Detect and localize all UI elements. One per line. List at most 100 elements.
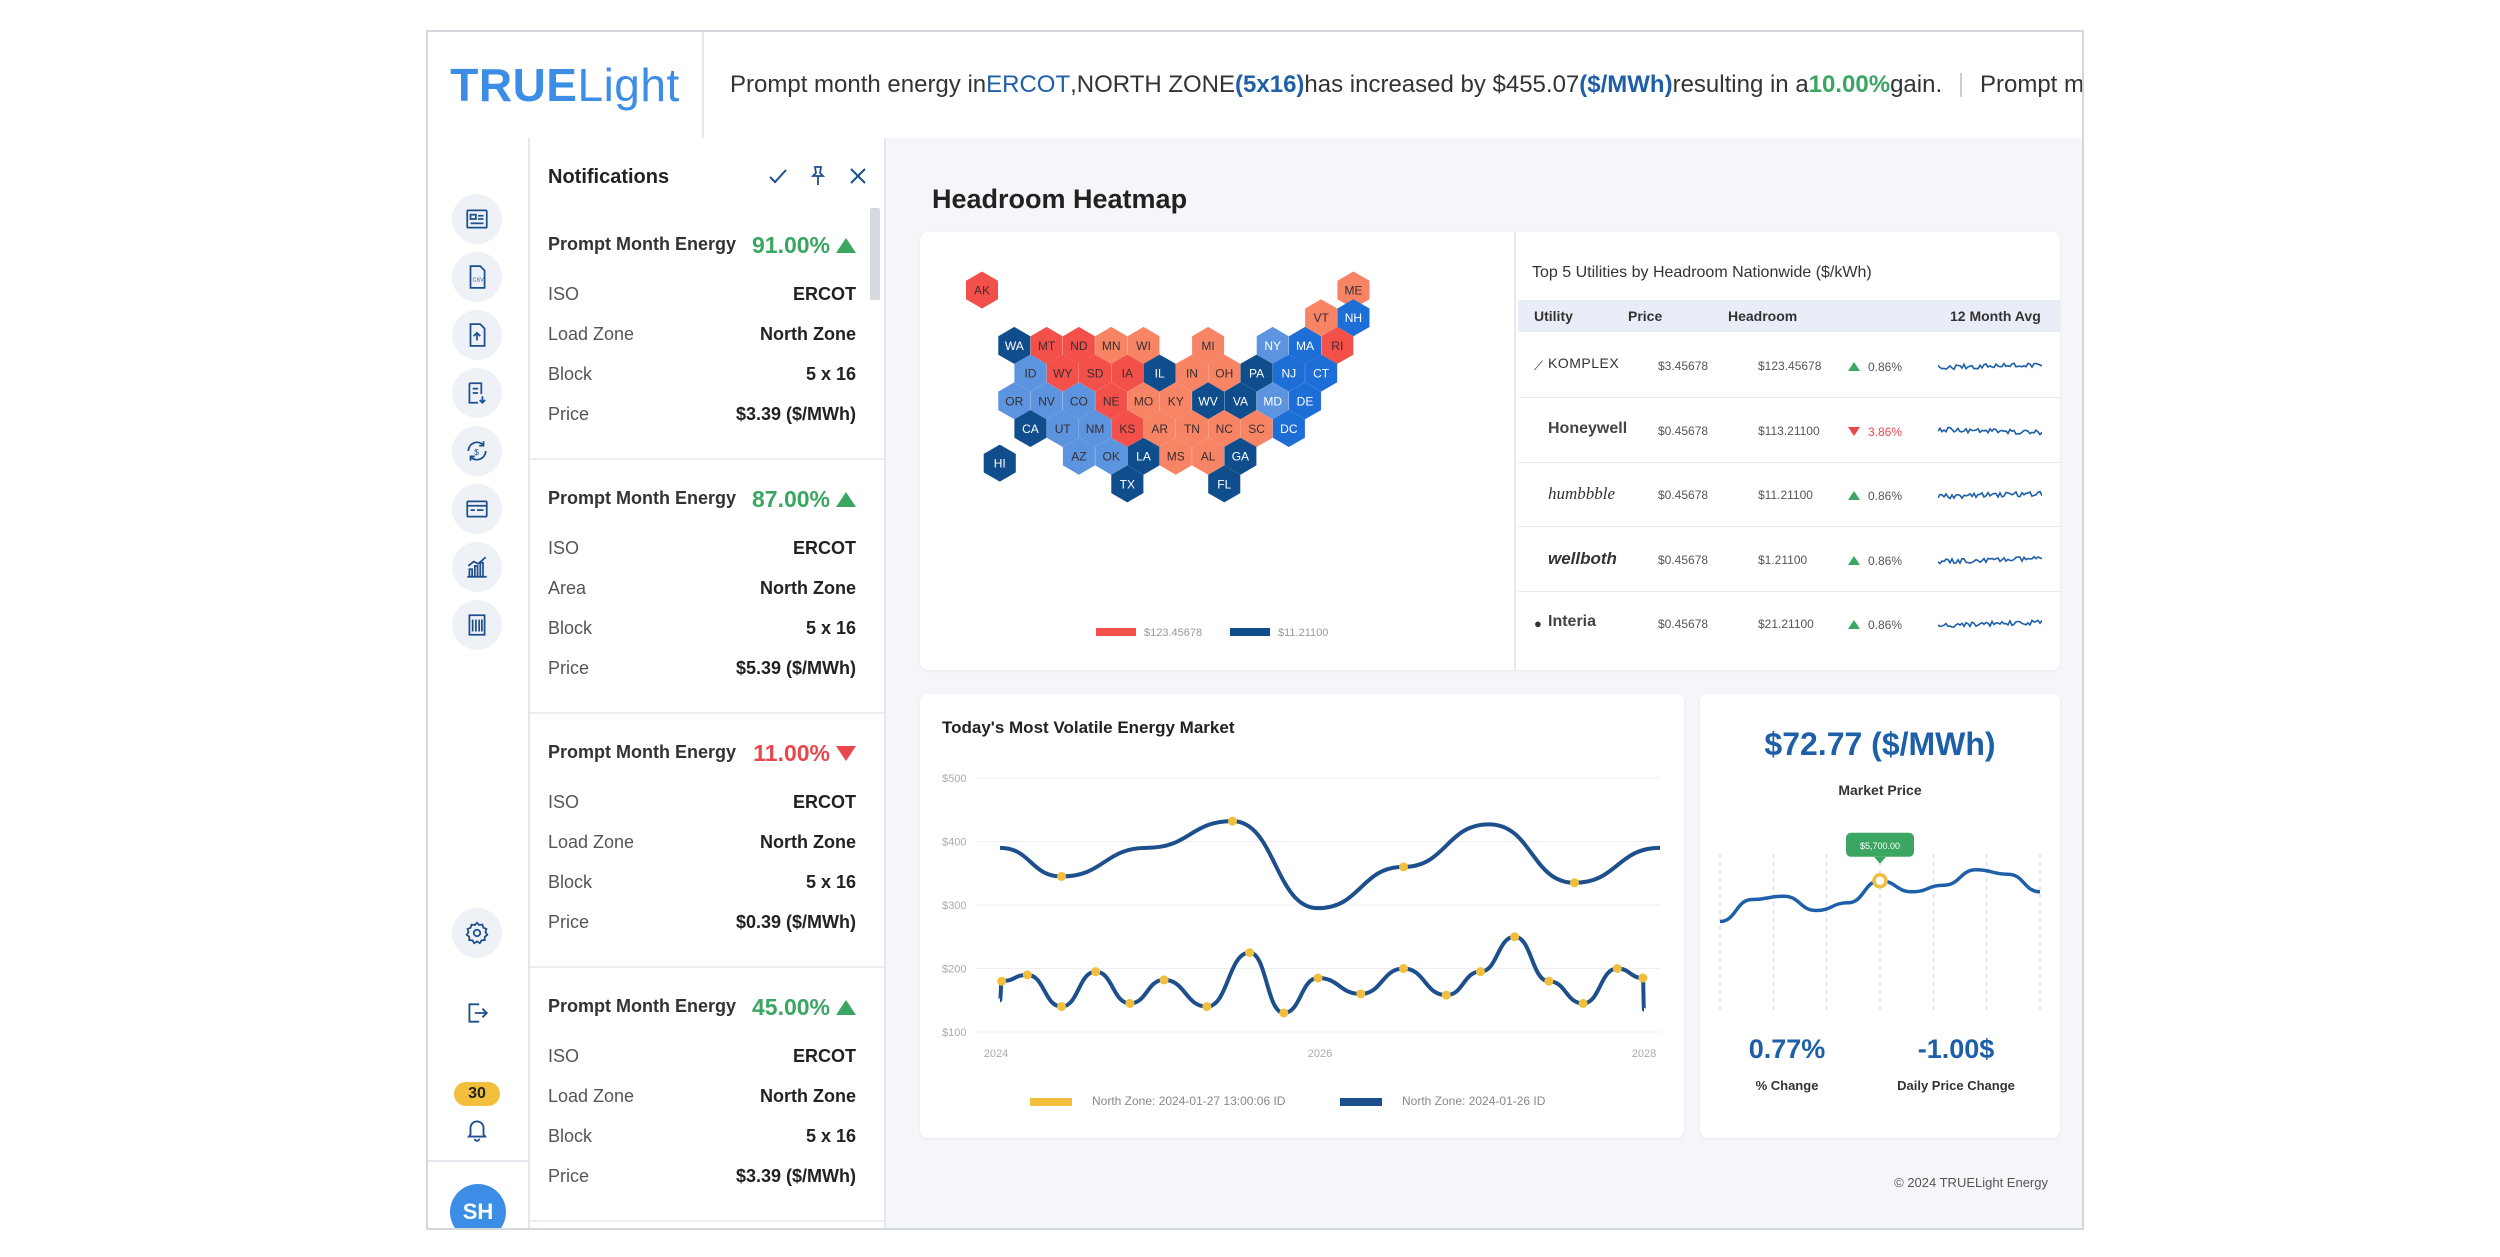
utility-row[interactable]: wellboth $0.45678 $1.21100 0.86% (1518, 527, 2060, 592)
data-point-marker[interactable] (1612, 964, 1622, 973)
state-tile-in[interactable]: IN (1175, 354, 1208, 392)
state-tile-mn[interactable]: MN (1095, 326, 1128, 364)
data-point-marker[interactable] (1125, 998, 1135, 1008)
user-avatar[interactable]: SH (450, 1184, 506, 1228)
close-icon[interactable] (846, 164, 870, 188)
state-tile-wv[interactable]: WV (1192, 382, 1225, 420)
pin-icon[interactable] (806, 164, 830, 188)
data-point-marker[interactable] (1578, 998, 1588, 1008)
data-point-marker[interactable] (1228, 816, 1237, 826)
data-point-marker[interactable] (1091, 967, 1101, 977)
utility-row[interactable]: Interia ● $0.45678 $21.21100 0.86% (1518, 591, 2060, 655)
data-point-marker[interactable] (1544, 976, 1554, 986)
state-tile-nj[interactable]: NJ (1272, 354, 1305, 392)
data-point-marker[interactable] (1313, 973, 1323, 983)
data-point-marker[interactable] (997, 976, 1007, 986)
state-tile-ct[interactable]: CT (1305, 354, 1338, 392)
state-tile-vt[interactable]: VT (1305, 299, 1338, 337)
analytics-chart-icon[interactable] (452, 542, 502, 592)
state-tile-nd[interactable]: ND (1062, 326, 1095, 364)
data-point-marker[interactable] (1057, 1002, 1066, 1012)
state-tile-la[interactable]: LA (1127, 437, 1160, 475)
state-tile-ca[interactable]: CA (1014, 410, 1047, 447)
state-tile-nm[interactable]: NM (1079, 410, 1112, 447)
dashboard-icon[interactable] (452, 194, 502, 244)
state-tile-fl[interactable]: FL (1208, 465, 1241, 503)
settings-gear-icon[interactable] (452, 908, 502, 958)
state-tile-il[interactable]: IL (1143, 354, 1176, 392)
state-tile-mt[interactable]: MT (1030, 326, 1063, 364)
data-point-marker[interactable] (1570, 878, 1579, 888)
data-point-marker[interactable] (1159, 975, 1169, 985)
report-download-icon[interactable] (452, 368, 502, 418)
state-tile-ne[interactable]: NE (1095, 382, 1128, 420)
state-tile-or[interactable]: OR (998, 382, 1031, 420)
state-tile-de[interactable]: DE (1289, 382, 1321, 420)
state-tile-ar[interactable]: AR (1143, 410, 1176, 447)
upload-file-icon[interactable] (452, 310, 502, 360)
state-tile-ky[interactable]: KY (1159, 382, 1192, 420)
state-tile-ms[interactable]: MS (1159, 437, 1192, 475)
state-tile-me[interactable]: ME (1337, 271, 1370, 309)
utility-row[interactable]: humbbble $0.45678 $11.21100 0.86% (1518, 462, 2060, 527)
check-icon[interactable] (766, 164, 790, 188)
state-tile-oh[interactable]: OH (1208, 354, 1241, 392)
state-tile-nc[interactable]: NC (1208, 410, 1241, 447)
notification-card[interactable]: Prompt Month Energy 91.00% ISO ERCOT Load Zo… (530, 206, 884, 460)
state-tile-sc[interactable]: SC (1240, 410, 1273, 447)
utility-row[interactable]: Honeywell $0.45678 $113.21100 3.86% (1518, 398, 2060, 463)
notification-card[interactable]: Prompt Month Energy 11.00% ISO ERCOT Load Zo… (530, 714, 884, 968)
logo[interactable]: TRUE Light (428, 32, 704, 138)
state-tile-dc[interactable]: DC (1272, 410, 1305, 447)
state-tile-sd[interactable]: SD (1079, 354, 1112, 392)
state-tile-ia[interactable]: IA (1111, 354, 1144, 392)
data-point-marker[interactable] (1279, 1008, 1289, 1018)
bell-icon[interactable] (452, 1104, 502, 1154)
state-tile-ga[interactable]: GA (1224, 437, 1257, 475)
state-tile-wi[interactable]: WI (1127, 326, 1160, 364)
data-point-marker[interactable] (1057, 871, 1066, 881)
highlight-marker[interactable] (1872, 873, 1888, 889)
state-tile-mo[interactable]: MO (1127, 382, 1160, 420)
currency-exchange-icon[interactable]: $ (452, 426, 502, 476)
state-tile-wy[interactable]: WY (1046, 354, 1079, 392)
state-tile-az[interactable]: AZ (1062, 437, 1095, 475)
state-tile-pa[interactable]: PA (1240, 354, 1273, 392)
state-tile-ri[interactable]: RI (1321, 326, 1354, 364)
state-tile-ny[interactable]: NY (1256, 326, 1289, 364)
state-tile-al[interactable]: AL (1192, 437, 1225, 475)
data-point-marker[interactable] (1475, 967, 1485, 977)
csv-file-icon[interactable]: CSV (452, 252, 502, 302)
utility-row[interactable]: KOMPLEX ⟋ $3.45678 $123.45678 0.86% (1518, 333, 2060, 398)
browser-window-icon[interactable] (452, 484, 502, 534)
data-point-marker[interactable] (1510, 932, 1520, 942)
state-tile-nv[interactable]: NV (1030, 382, 1063, 420)
notification-card[interactable]: Prompt Month Energy 87.00% ISO ERCOT Area Nor… (530, 460, 884, 714)
state-tile-ak[interactable]: AK (966, 271, 998, 309)
state-tile-ma[interactable]: MA (1289, 326, 1321, 364)
state-tile-nh[interactable]: NH (1337, 299, 1370, 337)
data-point-marker[interactable] (1638, 973, 1648, 983)
state-tile-va[interactable]: VA (1224, 382, 1257, 420)
data-point-marker[interactable] (1399, 862, 1408, 872)
data-point-marker[interactable] (1022, 970, 1032, 980)
state-tile-tx[interactable]: TX (1111, 465, 1144, 503)
state-tile-tn[interactable]: TN (1175, 410, 1208, 447)
building-icon[interactable] (452, 600, 502, 650)
data-point-marker[interactable] (1356, 989, 1366, 999)
state-tile-id[interactable]: ID (1014, 354, 1047, 392)
state-tile-md[interactable]: MD (1256, 382, 1289, 420)
state-tile-hi[interactable]: HI (983, 444, 1016, 482)
state-tile-ks[interactable]: KS (1111, 410, 1144, 447)
data-point-marker[interactable] (1245, 948, 1255, 958)
state-tile-wa[interactable]: WA (998, 326, 1031, 364)
data-point-marker[interactable] (1441, 990, 1451, 1000)
notification-card[interactable]: Prompt Month Energy 45.00% ISO ERCOT Load Zo… (530, 968, 884, 1222)
logout-icon[interactable] (452, 988, 502, 1038)
data-point-marker[interactable] (1399, 964, 1408, 973)
data-point-marker[interactable] (1202, 1002, 1212, 1012)
scrollbar-thumb[interactable] (870, 208, 880, 300)
state-tile-mi[interactable]: MI (1192, 326, 1225, 364)
state-tile-ut[interactable]: UT (1046, 410, 1079, 447)
state-tile-co[interactable]: CO (1062, 382, 1095, 420)
